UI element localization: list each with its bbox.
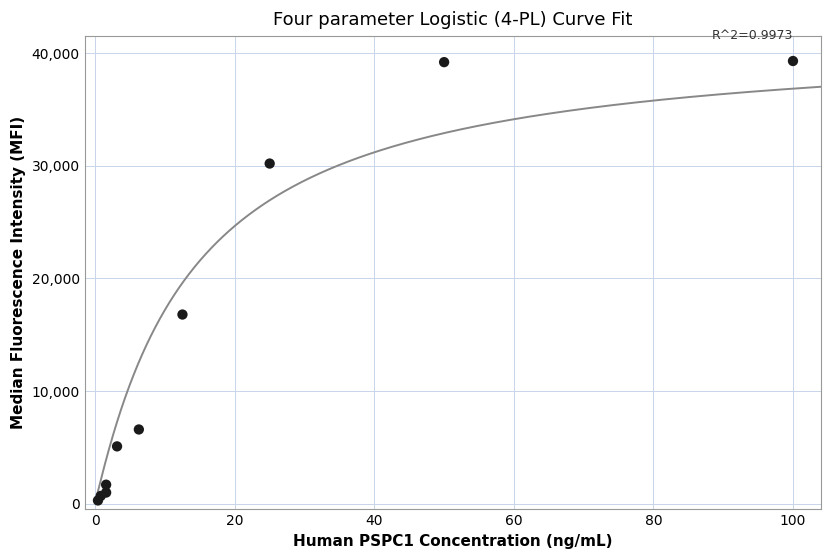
Point <box>111 442 124 451</box>
Point <box>176 310 189 319</box>
Text: R^2=0.9973: R^2=0.9973 <box>711 29 793 42</box>
Point <box>94 492 107 501</box>
Point <box>438 58 451 67</box>
Point <box>132 425 146 434</box>
Point <box>92 496 105 505</box>
Point <box>786 57 800 66</box>
Y-axis label: Median Fluorescence Intensity (MFI): Median Fluorescence Intensity (MFI) <box>11 116 26 430</box>
Point <box>100 480 113 489</box>
Title: Four parameter Logistic (4-PL) Curve Fit: Four parameter Logistic (4-PL) Curve Fit <box>273 11 632 29</box>
X-axis label: Human PSPC1 Concentration (ng/mL): Human PSPC1 Concentration (ng/mL) <box>293 534 612 549</box>
Point <box>263 159 276 168</box>
Point <box>100 488 113 497</box>
